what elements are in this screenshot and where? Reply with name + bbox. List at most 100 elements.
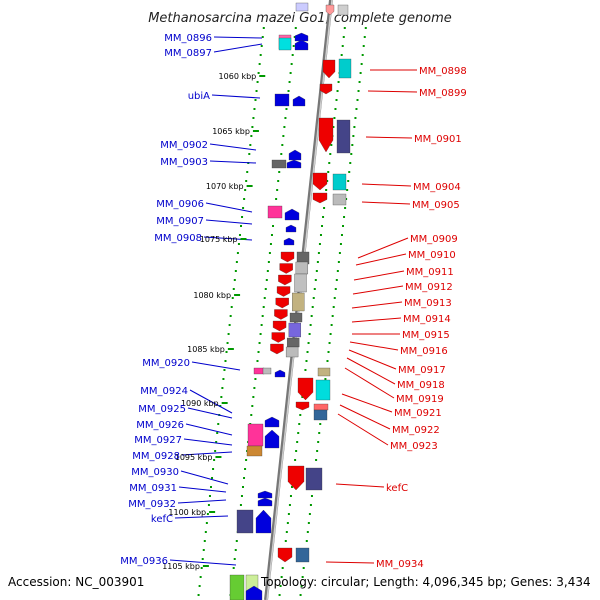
- tick-dot: [331, 315, 334, 317]
- tick-dot: [278, 171, 281, 173]
- tick-dot: [238, 234, 241, 236]
- tick-dot: [284, 540, 287, 542]
- tick-dot: [289, 495, 292, 497]
- right-gene-label: MM_0914: [403, 314, 451, 325]
- tick-dot: [330, 324, 333, 326]
- right-gene-label: MM_0934: [376, 559, 424, 570]
- gene-arrow: [319, 83, 333, 95]
- tick-dot: [325, 189, 328, 191]
- right-gene-label: MM_0901: [414, 134, 462, 145]
- tick-dot: [240, 495, 243, 497]
- tick-dot: [254, 99, 257, 101]
- tick-dot: [342, 225, 345, 227]
- tick-dot: [323, 207, 326, 209]
- tick-dot: [328, 342, 331, 344]
- tick-dot: [251, 405, 254, 407]
- gene-box: [317, 367, 331, 377]
- tick-dot: [239, 504, 242, 506]
- tick-dot: [337, 81, 340, 83]
- tick-dot: [351, 144, 354, 146]
- tick-dot: [213, 459, 216, 461]
- gene-arrow: [285, 224, 297, 233]
- tick-dot: [254, 378, 257, 380]
- right-leader-line: [357, 237, 409, 259]
- tick-dot: [305, 540, 308, 542]
- tick-dot: [337, 261, 340, 263]
- tick-dot: [294, 459, 297, 461]
- gene-box: [236, 509, 254, 534]
- tick-dot: [234, 549, 237, 551]
- tick-dot: [324, 378, 327, 380]
- tick-dot: [301, 396, 304, 398]
- tick-dot: [250, 135, 253, 137]
- left-gene-label: MM_0896: [164, 33, 212, 44]
- tick-dot: [235, 261, 238, 263]
- tick-dot: [321, 225, 324, 227]
- gene-box: [262, 367, 272, 375]
- tick-dot: [347, 180, 350, 182]
- topology-text: Topology: circular; Length: 4,096,345 bp…: [260, 575, 591, 589]
- tick-dot: [242, 207, 245, 209]
- map-title: Methanosarcina mazei Go1, complete genom…: [148, 11, 452, 26]
- tick-dot: [283, 126, 286, 128]
- tick-dot: [287, 513, 290, 515]
- tick-dot: [294, 27, 297, 29]
- tick-dot: [207, 504, 210, 506]
- tick-dot: [249, 144, 252, 146]
- tick-dot: [205, 522, 208, 524]
- kbp-label: 1075 kbp: [200, 235, 238, 244]
- tick-dot: [299, 414, 302, 416]
- tick-dot: [257, 351, 260, 353]
- right-gene-label: MM_0910: [408, 250, 456, 261]
- gene-arrow: [274, 309, 288, 320]
- tick-dot: [200, 567, 203, 569]
- kbp-label: 1070 kbp: [206, 182, 244, 191]
- gene-arrow: [264, 416, 280, 428]
- tick-dot: [332, 306, 335, 308]
- gene-arrow: [312, 192, 328, 204]
- tick-dot: [232, 288, 235, 290]
- tick-dot: [269, 243, 272, 245]
- gene-arrow: [275, 297, 289, 309]
- tick-dot: [256, 360, 259, 362]
- tick-dot: [214, 450, 217, 452]
- tick-dot: [244, 468, 247, 470]
- tick-dot: [305, 360, 308, 362]
- tick-dot: [215, 441, 218, 443]
- tick-dot: [263, 297, 266, 299]
- tick-dot: [340, 234, 343, 236]
- gene-box: [247, 423, 264, 447]
- tick-dot: [315, 459, 318, 461]
- tick-dot: [302, 567, 305, 569]
- tick-dot: [202, 549, 205, 551]
- tick-dot: [252, 396, 255, 398]
- right-leader-line: [344, 367, 395, 399]
- right-gene-label: MM_0916: [400, 346, 448, 357]
- tick-dot: [197, 594, 200, 596]
- tick-dot: [266, 270, 269, 272]
- tick-dot: [204, 531, 207, 533]
- tick-dot: [282, 135, 285, 137]
- tick-dot: [298, 423, 301, 425]
- tick-dot: [245, 459, 248, 461]
- gene-box: [288, 322, 302, 338]
- tick-dot: [281, 144, 284, 146]
- tick-dot: [252, 117, 255, 119]
- left-leader-line: [213, 43, 263, 53]
- tick-dot: [280, 576, 283, 578]
- tick-dot: [253, 108, 256, 110]
- tick-dot: [288, 504, 291, 506]
- right-gene-label: MM_0898: [419, 66, 467, 77]
- tick-dot: [227, 333, 230, 335]
- tick-dot: [308, 333, 311, 335]
- kbp-label: 1095 kbp: [175, 453, 213, 462]
- right-gene-label: MM_0923: [390, 441, 438, 452]
- right-leader-line: [361, 183, 412, 187]
- tick-dot: [232, 567, 235, 569]
- gene-arrow: [318, 117, 334, 153]
- gene-box: [294, 273, 307, 293]
- left-leader-line: [205, 219, 253, 225]
- tick-dot: [344, 207, 347, 209]
- tick-dot: [307, 342, 310, 344]
